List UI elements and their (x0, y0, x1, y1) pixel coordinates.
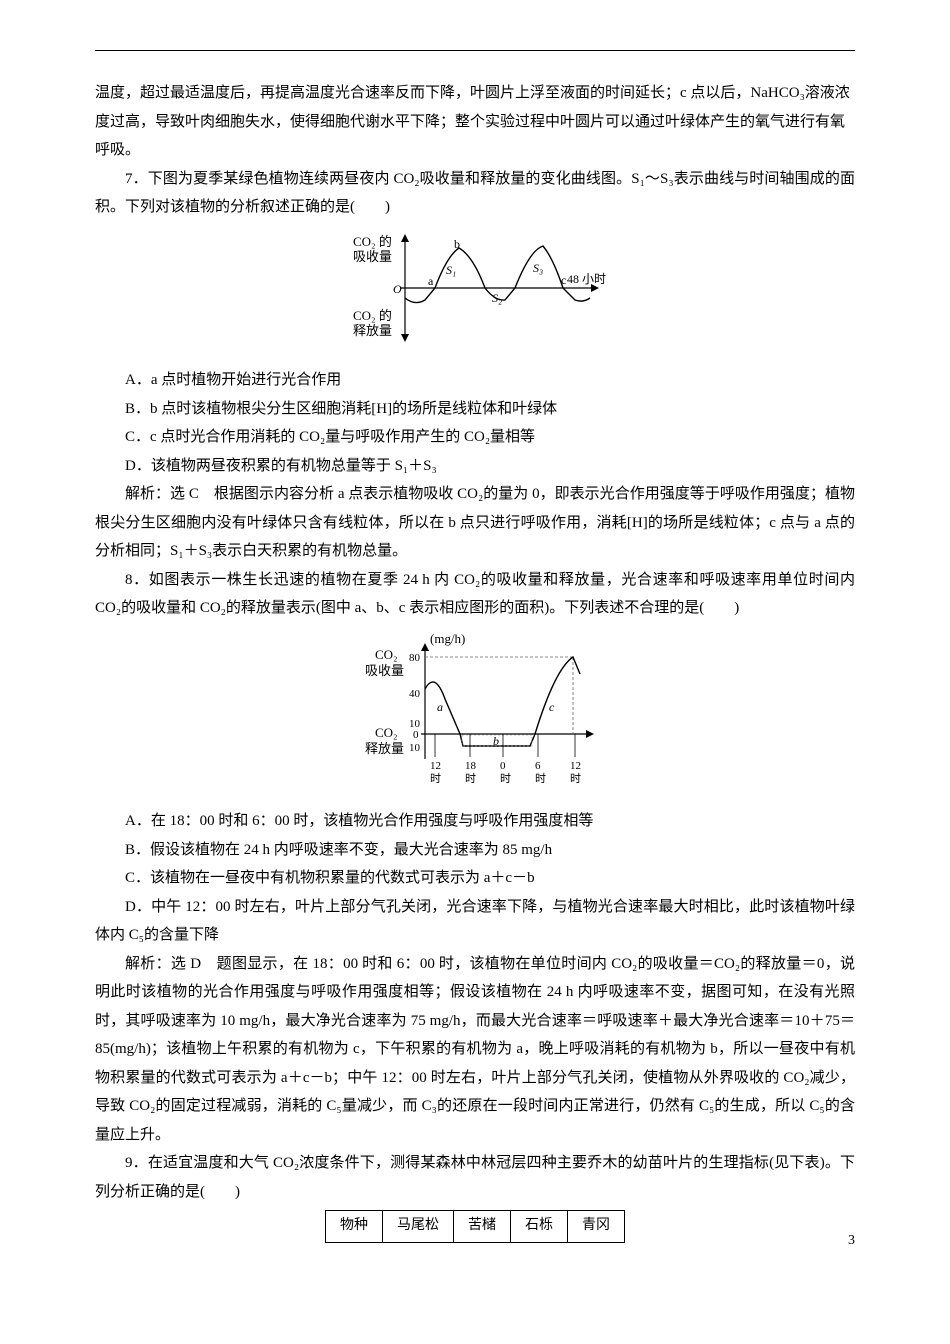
q8-option-b: B．假设该植物在 24 h 内呼吸速率不变，最大光合速率为 85 mg/h (95, 836, 855, 865)
ytick-40: 40 (409, 688, 421, 700)
table-header-1: 马尾松 (383, 1211, 454, 1243)
area-a: a (437, 700, 443, 714)
y-arrow-up (421, 643, 429, 651)
xtick-6: 6 (535, 760, 541, 772)
area-s3: S₃ (533, 261, 543, 275)
q8-analysis: 解析：选 D 题图显示，在 18：00 时和 6：00 时，该植物在单位时间内 … (95, 950, 855, 1150)
x-label-48: 48 小时 (567, 272, 606, 286)
area-c: c (549, 700, 555, 714)
q7-y-top-2: 吸收量 (353, 249, 392, 264)
xtick-18: 18 (465, 760, 477, 772)
table-header-2: 苦槠 (454, 1211, 511, 1243)
ytick-80: 80 (409, 652, 421, 664)
q8-y-top-1: CO₂ (375, 647, 398, 662)
area-s1: S₁ (446, 263, 456, 277)
header-rule (95, 50, 855, 51)
q8-unit: (mg/h) (430, 631, 465, 646)
q7-y-bot-1: CO₂ 的 (353, 308, 392, 323)
origin-label: O (393, 282, 402, 296)
ytick-0: 0 (413, 729, 419, 741)
q7-stem: 7．下图为夏季某绿色植物连续两昼夜内 CO₂吸收量和释放量的变化曲线图。S₁～S… (95, 165, 855, 222)
y-axis-arrow (401, 234, 409, 242)
area-s2: S₂ (492, 291, 502, 305)
q8-chart: (mg/h) CO₂ 吸收量 CO₂ 释放量 80 40 10 0 10 a b… (95, 629, 855, 800)
q7-option-a: A．a 点时植物开始进行光合作用 (95, 366, 855, 395)
q8-y-bot-2: 释放量 (365, 741, 404, 756)
xunit-4: 时 (535, 772, 546, 785)
q7-option-b: B．b 点时该植物根尖分生区细胞消耗[H]的场所是线粒体和叶绿体 (95, 395, 855, 424)
q7-chart: CO₂ 的 吸收量 O a b c S₁ S₂ S₃ 48 小时 CO₂ 的 释… (95, 228, 855, 359)
q7-option-d: D．该植物两昼夜积累的有机物总量等于 S₁＋S₃ (95, 452, 855, 481)
q7-option-c: C．c 点时光合作用消耗的 CO₂量与呼吸作用产生的 CO₂量相等 (95, 423, 855, 452)
q8-stem: 8．如图表示一株生长迅速的植物在夏季 24 h 内 CO₂的吸收量和释放量，光合… (95, 566, 855, 623)
xunit-5: 时 (570, 772, 581, 785)
continuation-paragraph: 温度，超过最适温度后，再提高温度光合速率反而下降，叶圆片上浮至液面的时间延长；c… (95, 79, 855, 165)
q7-analysis: 解析：选 C 根据图示内容分析 a 点表示植物吸收 CO₂的量为 0，即表示光合… (95, 480, 855, 566)
ytick-10b: 10 (409, 742, 421, 754)
table-row: 物种 马尾松 苦槠 石栎 青冈 (326, 1211, 625, 1243)
q8-option-c: C．该植物在一昼夜中有机物积累量的代数式可表示为 a＋c－b (95, 864, 855, 893)
table-header-4: 青冈 (568, 1211, 625, 1243)
xtick-0: 0 (500, 760, 506, 772)
y-axis-arrow-down (401, 334, 409, 342)
table-header-0: 物种 (326, 1211, 383, 1243)
point-a: a (428, 274, 434, 288)
q8-option-a: A．在 18：00 时和 6：00 时，该植物光合作用强度与呼吸作用强度相等 (95, 807, 855, 836)
q7-y-top-1: CO₂ 的 (353, 234, 392, 249)
table-header-3: 石栎 (511, 1211, 568, 1243)
q8-y-bot-1: CO₂ (375, 725, 398, 740)
q7-y-bot-2: 释放量 (353, 323, 392, 338)
q9-table: 物种 马尾松 苦槠 石栎 青冈 (325, 1210, 625, 1243)
x-arrow (586, 730, 594, 738)
xunit-2: 时 (465, 772, 476, 785)
page-number: 3 (848, 1228, 855, 1255)
q9-table-container: 物种 马尾松 苦槠 石栎 青冈 (95, 1210, 855, 1243)
xunit-1: 时 (430, 772, 441, 785)
xunit-3: 时 (500, 772, 511, 785)
xtick-12b: 12 (570, 760, 581, 772)
q8-curve (425, 657, 580, 746)
point-c: c (561, 273, 566, 287)
xtick-12: 12 (430, 760, 441, 772)
q8-option-d: D．中午 12：00 时左右，叶片上部分气孔关闭，光合速率下降，与植物光合速率最… (95, 893, 855, 950)
q8-y-top-2: 吸收量 (365, 663, 404, 678)
point-b: b (454, 237, 460, 251)
q9-stem: 9．在适宜温度和大气 CO₂浓度条件下，测得某森林中林冠层四种主要乔木的幼苗叶片… (95, 1149, 855, 1206)
area-b: b (493, 734, 499, 748)
